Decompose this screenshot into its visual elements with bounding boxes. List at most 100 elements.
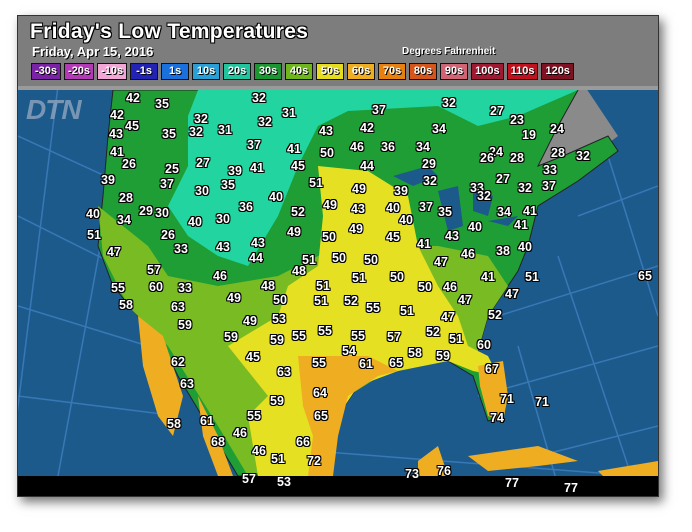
- temperature-label: 42: [126, 91, 140, 105]
- legend-chip--20s: -20s: [64, 63, 95, 80]
- temperature-label: 31: [282, 106, 296, 120]
- legend-chip-120s: 120s: [541, 63, 574, 80]
- temperature-label: 45: [125, 119, 139, 133]
- temperature-label: 55: [366, 301, 380, 315]
- temperature-label: 52: [426, 325, 440, 339]
- temperature-label: 30: [155, 206, 169, 220]
- temperature-label: 40: [399, 213, 413, 227]
- temperature-label: 24: [489, 145, 503, 159]
- temperature-label: 51: [400, 304, 414, 318]
- temperature-label: 43: [216, 240, 230, 254]
- dtn-logo: DTN: [26, 94, 82, 125]
- temperature-label: 32: [576, 149, 590, 163]
- temperature-label: 51: [271, 452, 285, 466]
- temperature-label: 61: [200, 414, 214, 428]
- temperature-label: 33: [174, 242, 188, 256]
- temperature-label: 65: [314, 409, 328, 423]
- temperature-label: 59: [270, 333, 284, 347]
- graticule: [18, 85, 658, 496]
- color-legend: -30s -20s -10s -1s 1s 10s 20s 30s 40s 50s 60s 70s 80…: [31, 63, 574, 80]
- temperature-label: 62: [171, 355, 185, 369]
- temperature-label: 51: [525, 270, 539, 284]
- temperature-label: 41: [110, 145, 124, 159]
- header-bar: Friday's Low Temperatures Friday, Apr 15…: [18, 16, 658, 90]
- temperature-label: 57: [242, 472, 256, 486]
- temperature-label: 58: [408, 346, 422, 360]
- temperature-label: 34: [497, 205, 511, 219]
- temperature-label: 33: [543, 163, 557, 177]
- temperature-label: 35: [155, 97, 169, 111]
- temperature-label: 48: [261, 279, 275, 293]
- temperature-label: 34: [416, 140, 430, 154]
- temperature-label: 41: [523, 204, 537, 218]
- temperature-label: 67: [485, 362, 499, 376]
- temperature-label: 40: [269, 190, 283, 204]
- temperature-label: 42: [360, 121, 374, 135]
- legend-chip--30s: -30s: [31, 63, 62, 80]
- temperature-label: 55: [111, 281, 125, 295]
- temperature-label: 46: [443, 280, 457, 294]
- temperature-label: 57: [147, 263, 161, 277]
- temperature-label: 37: [372, 103, 386, 117]
- temperature-label: 28: [119, 191, 133, 205]
- temperature-label: 72: [307, 454, 321, 468]
- temperature-label: 66: [296, 435, 310, 449]
- temperature-label: 49: [352, 182, 366, 196]
- temperature-label: 61: [359, 357, 373, 371]
- temperature-label: 44: [249, 251, 263, 265]
- legend-chip--1s: -1s: [130, 63, 159, 80]
- map-title: Friday's Low Temperatures: [30, 20, 309, 43]
- temperature-label: 27: [196, 156, 210, 170]
- temperature-label: 32: [189, 125, 203, 139]
- temperature-label: 54: [342, 344, 356, 358]
- map-date: Friday, Apr 15, 2016: [32, 44, 154, 59]
- legend-chip-50s: 50s: [316, 63, 345, 80]
- region-50s: [228, 166, 498, 476]
- map-background: [18, 76, 658, 496]
- temperature-label: 51: [309, 176, 323, 190]
- temperature-label: 41: [287, 142, 301, 156]
- temperature-label: 39: [394, 184, 408, 198]
- temperature-label: 47: [505, 287, 519, 301]
- temperature-label: 39: [228, 164, 242, 178]
- temperature-label: 23: [510, 113, 524, 127]
- temperature-label: 29: [139, 204, 153, 218]
- temperature-label: 29: [422, 157, 436, 171]
- temperature-label: 60: [477, 338, 491, 352]
- temperature-label: 30: [195, 184, 209, 198]
- temperature-label: 77: [564, 481, 578, 495]
- temperature-label: 51: [352, 271, 366, 285]
- temperature-label: 50: [273, 293, 287, 307]
- units-label: Degrees Fahrenheit: [402, 46, 496, 57]
- temperature-label: 50: [418, 280, 432, 294]
- temperature-label: 55: [312, 356, 326, 370]
- temperature-label: 41: [481, 270, 495, 284]
- temperature-label: 49: [349, 222, 363, 236]
- temperature-label: 24: [550, 122, 564, 136]
- temperature-label: 51: [449, 332, 463, 346]
- great-lakes: [393, 166, 518, 231]
- temperature-label: 45: [291, 159, 305, 173]
- temperature-label: 60: [149, 280, 163, 294]
- temperature-label: 47: [441, 310, 455, 324]
- temperature-label: 51: [302, 253, 316, 267]
- temperature-label: 51: [316, 279, 330, 293]
- temperature-label: 30: [216, 212, 230, 226]
- temperature-label: 46: [461, 247, 475, 261]
- temperature-label: 52: [488, 308, 502, 322]
- temperature-label: 41: [250, 161, 264, 175]
- temperature-label: 77: [505, 476, 519, 490]
- temperature-label: 28: [551, 146, 565, 160]
- temperature-label: 51: [87, 228, 101, 242]
- temperature-label: 55: [351, 329, 365, 343]
- temperature-label: 41: [514, 218, 528, 232]
- temperature-label: 27: [490, 104, 504, 118]
- temperature-label: 46: [213, 269, 227, 283]
- temperature-label: 63: [277, 365, 291, 379]
- temperature-label: 49: [323, 198, 337, 212]
- legend-chip--10s: -10s: [97, 63, 128, 80]
- temperature-label: 45: [386, 230, 400, 244]
- legend-chip-60s: 60s: [347, 63, 376, 80]
- temperature-label: 31: [218, 123, 232, 137]
- temperature-label: 27: [496, 172, 510, 186]
